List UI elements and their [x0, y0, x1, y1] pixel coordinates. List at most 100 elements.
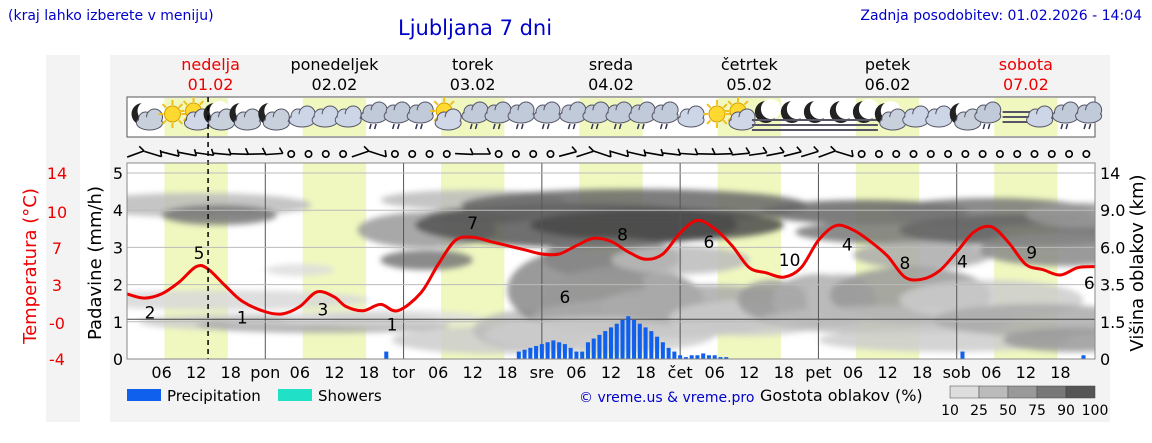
wind-barb-feather [588, 145, 595, 152]
rain-icon [515, 123, 524, 130]
credit-link[interactable]: © vreme.us & vreme.pro [579, 390, 754, 406]
wind-barb-icon [178, 151, 197, 157]
precipitation-bar [539, 344, 544, 359]
wind-barb-icon [800, 150, 819, 158]
x-day-label: tor [392, 363, 415, 382]
rain-icon [1060, 123, 1069, 130]
x-hour-label: 12 [739, 363, 759, 382]
temperature-value-label: 7 [467, 214, 478, 234]
wind-barb-icon [126, 150, 145, 158]
legend-showers-label: Showers [318, 387, 382, 405]
wind-barb-icon [627, 151, 646, 157]
rain-icon [567, 123, 576, 130]
x-hour-label: 06 [981, 363, 1001, 382]
precipitation-bar [678, 355, 683, 359]
x-hour-label: 06 [290, 363, 310, 382]
wind-barb-feather [779, 146, 785, 153]
rain-icon [368, 123, 377, 130]
wind-calm-icon [1065, 150, 1074, 159]
precipitation-bar [384, 351, 389, 359]
precipitation-tick: 3 [113, 238, 123, 257]
temperature-tick: 7 [52, 239, 62, 258]
legend-showers-swatch [278, 389, 312, 401]
temperature-value-label: 9 [1026, 243, 1037, 263]
precipitation-tick: 5 [113, 164, 123, 183]
cloud-icon [902, 105, 930, 128]
precipitation-bar [591, 338, 596, 359]
cloud-scale-label: 25 [970, 403, 988, 419]
precipitation-bar [585, 342, 590, 359]
wind-barb-feather [193, 149, 198, 156]
x-hour-label: 12 [186, 363, 206, 382]
cloud-icon [582, 101, 610, 124]
wind-barb-icon [195, 151, 214, 157]
cloud-blob [161, 205, 277, 225]
rain-icon [469, 123, 478, 130]
wind-calm-icon [995, 150, 1004, 159]
precipitation-bar [655, 336, 660, 359]
wind-calm-icon [926, 150, 935, 159]
wind-barb-feather [278, 147, 284, 154]
x-hour-label: 18 [359, 363, 379, 382]
wind-barb-icon [593, 150, 612, 158]
sun-icon [702, 100, 731, 128]
precipitation-bar [562, 344, 567, 359]
rain-icon [613, 123, 622, 130]
cloud-height-tick: 14 [1100, 164, 1120, 183]
wind-strip [126, 145, 1091, 159]
precipitation-bar [614, 323, 619, 359]
wind-barb-feather [711, 147, 716, 155]
last-updated: Zadnja posodobitev: 01.02.2026 - 14:04 [860, 8, 1142, 24]
rain-icon [391, 123, 400, 130]
precipitation-bar [637, 323, 642, 359]
cloud-icon [208, 108, 236, 131]
cloud-icon [461, 101, 489, 124]
temperature-value-label: 3 [317, 301, 328, 321]
x-day-label: čet [668, 363, 693, 382]
cloud-icon [1052, 101, 1080, 124]
temperature-value-label: 4 [842, 235, 853, 255]
precipitation-bar [545, 342, 550, 359]
cloud-icon [605, 101, 633, 124]
temperature-tick: 10 [47, 203, 67, 222]
rain-icon [982, 123, 991, 130]
cloud-icon [233, 108, 261, 131]
cloud-icon [1075, 101, 1103, 124]
temperature-tick: -4 [49, 350, 65, 369]
precipitation-bar [689, 355, 694, 359]
temperature-value-label: 8 [617, 225, 628, 245]
day-date: 03.02 [450, 75, 496, 94]
x-day-label: pet [805, 363, 831, 382]
x-day-label: sob [943, 363, 971, 382]
wind-barb-feather [244, 147, 250, 155]
precipitation-bars [384, 316, 1086, 359]
x-hour-label: 18 [497, 363, 517, 382]
temperature-tick: 14 [47, 164, 67, 183]
temperature-tick: 3 [52, 276, 62, 295]
wind-barb-icon [662, 152, 681, 156]
cloud-icon [677, 105, 705, 128]
wind-barb-feather [643, 149, 647, 157]
wind-barb-feather [830, 145, 837, 152]
temperature-value-label: 5 [194, 244, 205, 264]
precipitation-bar [712, 355, 717, 359]
fog-icon [1002, 111, 1031, 123]
fog-icon [849, 119, 878, 131]
wind-barb-icon [264, 152, 283, 156]
x-hour-label: 12 [601, 363, 621, 382]
cloud-icon [434, 108, 462, 131]
precipitation-bar [557, 342, 562, 359]
temperature-value-label: 1 [387, 316, 398, 336]
sun-icon [158, 100, 187, 128]
wind-barb-icon [645, 151, 664, 157]
x-hour-label: 18 [912, 363, 932, 382]
wind-calm-icon [321, 150, 330, 159]
fog-icon [751, 119, 780, 131]
cloud-icon [406, 101, 434, 124]
wind-calm-icon [287, 150, 296, 159]
day-date: 07.02 [1003, 75, 1049, 94]
wind-barb-icon [731, 152, 750, 156]
day-name: ponedeljek [290, 55, 379, 74]
region-note: (kraj lahko izberete v meniju) [8, 8, 214, 24]
